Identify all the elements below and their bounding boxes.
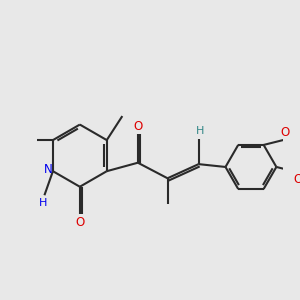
Text: O: O — [133, 120, 142, 133]
Text: O: O — [281, 126, 290, 139]
Text: N: N — [44, 163, 53, 176]
Text: O: O — [293, 172, 300, 186]
Text: H: H — [39, 198, 47, 208]
Text: O: O — [75, 216, 85, 229]
Text: H: H — [196, 126, 204, 136]
